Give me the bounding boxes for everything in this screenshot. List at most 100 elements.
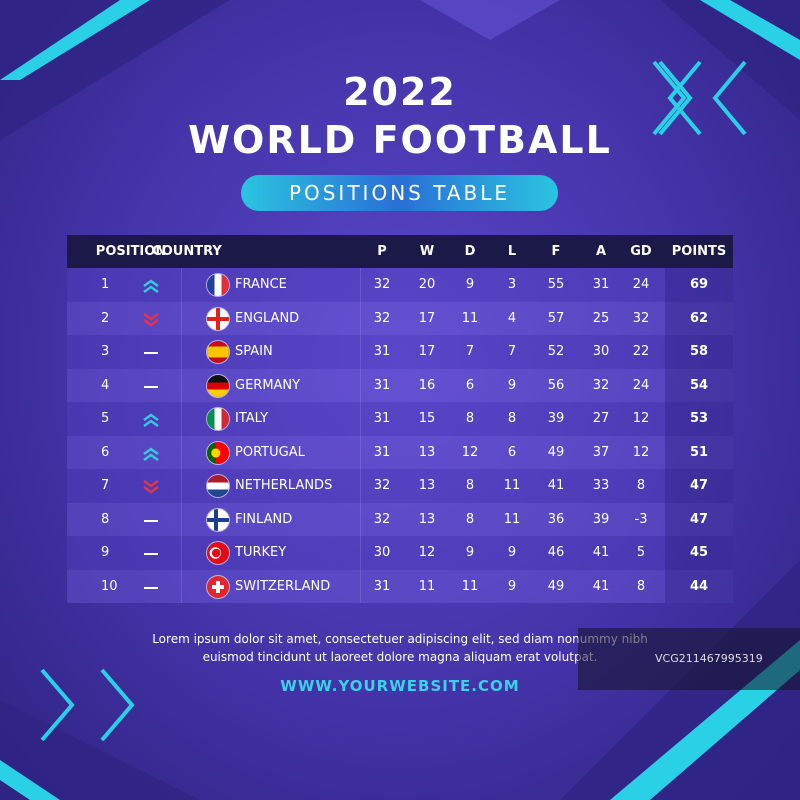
column-header: GD [630,244,652,259]
cell-value: 32 [632,310,650,326]
cell-value: 3 [101,344,110,359]
cell-value: 32 [592,377,610,393]
cell-value: 12 [632,444,650,460]
cell-value: 30 [592,344,610,359]
divider [181,502,182,536]
cell-value: 9 [101,545,110,560]
flag [207,475,229,497]
points: 69 [689,277,709,292]
cell-value: 32 [373,310,391,326]
divider [360,402,361,436]
country: FRANCE [235,277,287,292]
column-header: POSITION [95,244,167,259]
trend-icon [142,580,160,594]
divider [181,469,182,503]
cell-value: 8 [465,411,475,426]
trend-icon [142,479,160,494]
divider [360,368,361,402]
table-row: 8 FINLAND 32 13 8 11 36 39 -3 47 [67,502,733,536]
cell-value: 7 [465,344,475,359]
cell-value: 37 [592,444,610,460]
divider [181,368,182,402]
table-header: POSITION COUNTRY P W D L F A GD POINTS [67,235,733,268]
cell-value: 55 [547,277,565,292]
trend-icon [142,513,160,527]
column-header: POINTS [671,244,727,259]
cell-value: 9 [507,545,517,560]
cell-value: 22 [632,344,650,359]
table-row: 10 SWITZERLAND 31 11 11 9 49 41 8 44 [67,569,733,603]
divider [181,268,182,302]
cell-value: 39 [547,411,565,426]
column-header: A [595,244,607,259]
cell-value: 36 [547,511,565,527]
table-row: 1 FRANCE 32 20 9 3 55 31 24 69 [67,268,733,302]
cell-value: 9 [465,277,475,292]
points-band [665,536,733,570]
title: WORLD FOOTBALL [188,118,612,162]
website: WWW.YOURWEBSITE.COM [280,677,520,695]
cell-value: 15 [418,411,436,426]
points: 45 [689,545,709,560]
flag [207,341,229,363]
points: 51 [689,444,709,460]
cell-value: 11 [503,478,521,493]
cell-value: 13 [418,478,436,493]
column-header: F [551,244,561,259]
cell-value: 27 [592,411,610,426]
cell-value: 31 [373,444,391,460]
divider [360,569,361,603]
points-band [665,469,733,503]
points-band [665,569,733,603]
table-row: 9 TURKEY 30 12 9 9 46 41 5 45 [67,536,733,570]
cell-value: 24 [632,377,650,393]
cell-value: 46 [547,545,565,560]
trend-icon [142,379,160,393]
flag [207,542,229,564]
divider [181,335,182,369]
divider [360,469,361,503]
cell-value: 9 [507,578,517,594]
cell-value: 31 [373,411,391,426]
cell-value: 3 [507,277,517,292]
cell-value: 16 [418,377,436,393]
points: 54 [689,377,709,393]
cell-value: 17 [418,310,436,326]
cell-value: 30 [373,545,391,560]
cell-value: 8 [636,578,646,594]
cell-value: 9 [507,377,517,393]
points: 44 [689,578,709,594]
points: 47 [689,478,709,493]
divider [181,536,182,570]
flag [207,441,229,464]
points: 62 [689,310,709,326]
country: GERMANY [235,377,301,393]
column-header: W [419,244,435,259]
divider [360,502,361,536]
trend-icon [142,278,160,294]
cell-value: 11 [418,578,436,594]
cell-value: 11 [503,511,521,527]
cell-value: 13 [418,511,436,527]
points-band [665,301,733,335]
watermark-box [578,628,800,690]
cell-value: 4 [507,310,517,326]
cell-value: 32 [373,277,391,292]
subtitle: POSITIONS TABLE [241,175,558,211]
points-band [665,268,733,302]
cell-value: 6 [465,377,475,393]
cell-value: 39 [592,511,610,527]
points: 53 [689,411,709,426]
country: PORTUGAL [235,444,305,460]
flag [207,307,229,330]
divider [181,402,182,436]
cell-value: 5 [101,411,110,426]
flag [207,274,229,296]
cell-value: 52 [547,344,565,359]
cell-value: 8 [465,478,475,493]
column-header: D [464,244,476,259]
cell-value: 41 [592,545,610,560]
cell-value: 7 [101,478,110,493]
trend-icon [142,312,160,327]
